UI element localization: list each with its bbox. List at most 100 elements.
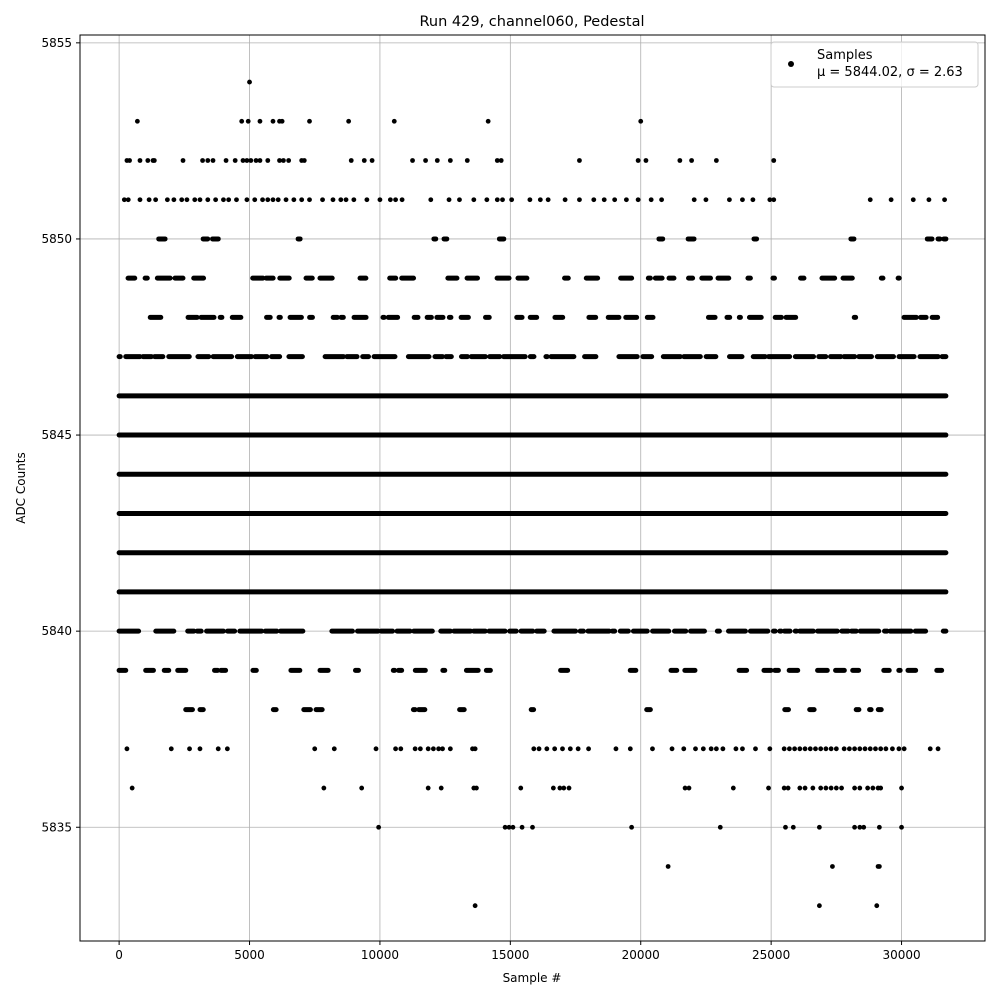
data-point — [691, 197, 697, 203]
data-point — [708, 746, 714, 752]
chart-title: Run 429, channel060, Pedestal — [419, 14, 644, 30]
data-point — [810, 785, 816, 791]
data-point — [638, 118, 644, 124]
data-point — [153, 197, 159, 203]
data-point — [733, 746, 739, 752]
data-point — [410, 158, 415, 163]
data-point — [839, 785, 844, 791]
data-point — [440, 746, 445, 752]
data-point — [635, 158, 641, 163]
data-point — [260, 197, 265, 203]
data-point — [197, 197, 203, 203]
y-axis-ticks: 5835 5840 5845 5850 5855 — [41, 36, 80, 834]
data-point — [846, 746, 852, 752]
y-tick-label: 5840 — [41, 624, 72, 638]
data-point — [373, 746, 379, 752]
data-point — [423, 158, 428, 163]
data-point — [484, 197, 490, 203]
data-point — [265, 197, 271, 203]
data-point — [883, 746, 889, 752]
data-point — [197, 746, 203, 752]
data-point — [771, 197, 777, 203]
data-points — [116, 79, 949, 909]
data-point — [464, 158, 470, 163]
data-point — [823, 785, 829, 791]
data-point — [346, 118, 352, 124]
data-point — [359, 785, 365, 791]
data-point — [179, 197, 185, 203]
data-point — [899, 785, 904, 791]
data-point — [485, 118, 491, 124]
data-point — [833, 785, 839, 791]
data-point — [575, 746, 581, 752]
data-point — [935, 746, 941, 752]
data-point — [591, 197, 597, 203]
data-point — [257, 158, 263, 163]
data-point — [343, 197, 349, 203]
data-point — [425, 746, 431, 752]
data-point — [686, 785, 692, 791]
data-point — [412, 746, 418, 752]
data-point — [234, 197, 239, 203]
data-point — [852, 746, 857, 752]
data-point — [127, 158, 132, 163]
data-point — [643, 158, 649, 163]
data-point — [623, 197, 629, 203]
data-point — [121, 197, 127, 203]
data-point — [841, 746, 847, 752]
data-point — [299, 197, 305, 203]
data-point — [816, 903, 822, 909]
data-point — [750, 197, 756, 203]
data-point — [720, 746, 726, 752]
data-point — [613, 746, 619, 752]
data-point — [861, 824, 867, 830]
data-point — [601, 197, 607, 203]
data-point — [927, 746, 933, 752]
data-point — [876, 824, 882, 830]
data-point — [648, 197, 654, 203]
data-point — [527, 197, 533, 203]
data-point — [134, 118, 140, 124]
data-point — [509, 197, 515, 203]
data-point — [562, 197, 568, 203]
data-point — [244, 158, 250, 163]
data-point — [171, 197, 177, 203]
data-point — [457, 197, 462, 203]
data-point — [531, 746, 537, 752]
data-point — [215, 746, 221, 752]
data-point — [612, 197, 618, 203]
data-point — [472, 746, 478, 752]
data-point — [566, 785, 572, 791]
data-point — [713, 746, 719, 752]
data-point — [124, 746, 130, 752]
data-point — [275, 197, 281, 203]
data-point — [669, 746, 675, 752]
data-point — [281, 158, 286, 163]
data-point — [434, 158, 440, 163]
data-point — [766, 785, 771, 791]
data-point — [659, 197, 664, 203]
data-point — [807, 746, 813, 752]
data-point — [878, 785, 884, 791]
data-point — [474, 785, 479, 791]
data-point — [802, 785, 808, 791]
data-point — [205, 158, 211, 163]
data-point — [786, 746, 792, 752]
data-point — [865, 785, 871, 791]
data-point — [519, 824, 525, 830]
data-point — [857, 746, 863, 752]
data-point — [223, 158, 229, 163]
data-point — [391, 118, 397, 124]
legend: Samples μ = 5844.02, σ = 2.63 — [770, 41, 979, 88]
data-point — [910, 197, 916, 203]
data-point — [240, 158, 246, 163]
data-point — [727, 197, 732, 203]
x-tick-label: 25000 — [752, 948, 790, 962]
data-point — [561, 785, 567, 791]
data-point — [425, 785, 431, 791]
data-point — [767, 746, 773, 752]
data-point — [681, 746, 687, 752]
data-point — [137, 158, 143, 163]
data-point — [187, 746, 192, 752]
